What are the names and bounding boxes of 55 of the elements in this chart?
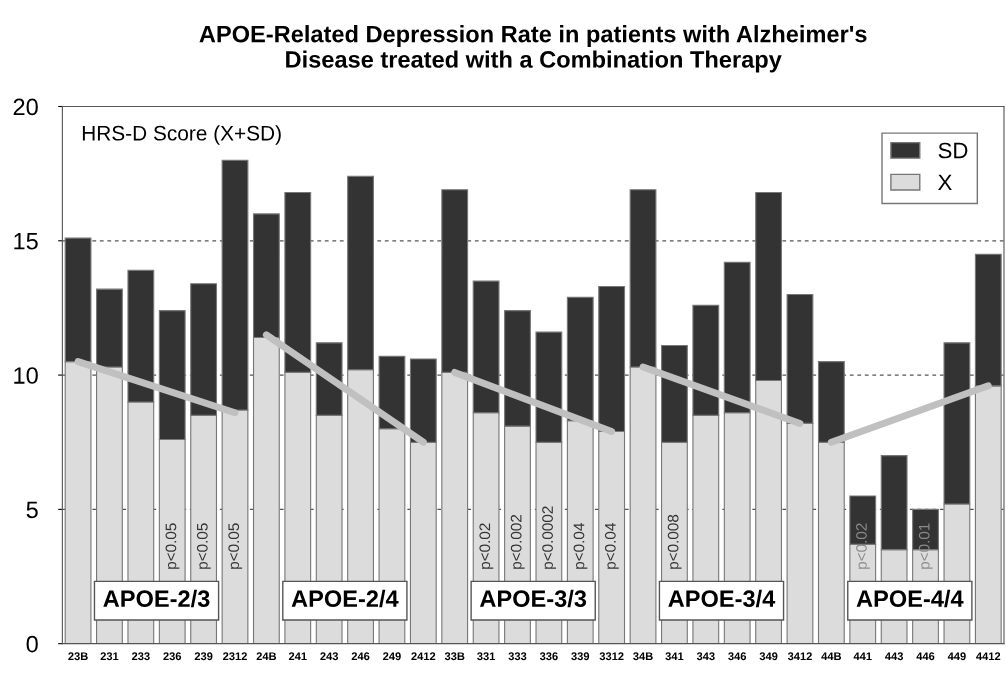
legend-label: SD [938, 142, 968, 159]
x-tick-label: 331 [477, 652, 496, 661]
x-tick-label: 339 [571, 652, 590, 661]
y-tick-label: 20 [13, 98, 38, 116]
x-tick-label: 243 [320, 652, 339, 661]
y-tick-label: 5 [26, 501, 38, 519]
data-label: p<0.04 [573, 523, 588, 569]
x-tick-label: 34B [633, 652, 653, 661]
chart-title: APOE-Related Depression Rate in patients with Alzheimer's Disease treated with a Combination Therapy [199, 25, 867, 73]
data-label: p<0.0002 [542, 506, 556, 569]
x-tick-label: 441 [853, 652, 872, 661]
x-tick-label: 24B [256, 652, 277, 661]
data-label: p<0.05 [196, 523, 211, 569]
y-tick-label: 0 [26, 635, 38, 653]
x-tick-label: 236 [163, 652, 182, 661]
annotation: APOE-2/4 [291, 589, 399, 608]
x-tick-label: 249 [383, 652, 401, 661]
x-tick-label: 343 [696, 652, 715, 661]
legend-label: X [938, 174, 952, 190]
x-tick-label: 44B [821, 652, 842, 661]
x-tick-label: 4412 [976, 652, 1001, 661]
x-tick-label: 33B [444, 652, 465, 661]
x-tick-label: 443 [885, 652, 903, 661]
data-label: p<0.05 [165, 523, 180, 569]
x-tick-label: 2412 [411, 652, 436, 661]
x-tick-label: 446 [916, 652, 935, 661]
x-tick-label: 341 [665, 652, 684, 661]
data-label: p<0.002 [510, 514, 525, 569]
x-tick-label: 23B [68, 652, 88, 661]
x-tick-label: 3412 [787, 652, 812, 661]
data-label: p<0.008 [667, 514, 682, 569]
y-tick-label: 15 [14, 233, 38, 250]
annotation: APOE-3/4 [668, 589, 776, 608]
data-label: p<0.02 [856, 523, 870, 569]
x-tick-label: 231 [100, 652, 119, 661]
y-axis-title: HRS-D Score (X+SD) [82, 125, 281, 145]
data-label: p<0.04 [604, 523, 619, 569]
data-label: p<0.02 [479, 523, 494, 569]
x-tick-label: 233 [131, 652, 150, 661]
data-label: p<0.01 [918, 523, 933, 569]
annotation: APOE-3/3 [479, 589, 587, 608]
data-label: p<0.05 [228, 523, 243, 569]
x-tick-label: 336 [539, 652, 558, 661]
x-tick-label: 246 [351, 652, 370, 661]
x-tick-label: 349 [759, 652, 778, 661]
y-tick-label: 10 [14, 367, 38, 384]
annotation: APOE-2/3 [103, 589, 210, 608]
x-tick-label: 333 [508, 652, 527, 661]
x-tick-label: 239 [194, 652, 213, 661]
x-tick-label: 3312 [599, 652, 624, 661]
x-tick-label: 449 [947, 652, 966, 661]
annotation: APOE-4/4 [856, 589, 964, 608]
x-tick-label: 2312 [223, 652, 247, 661]
x-tick-label: 241 [288, 652, 307, 661]
x-tick-label: 346 [728, 652, 747, 661]
